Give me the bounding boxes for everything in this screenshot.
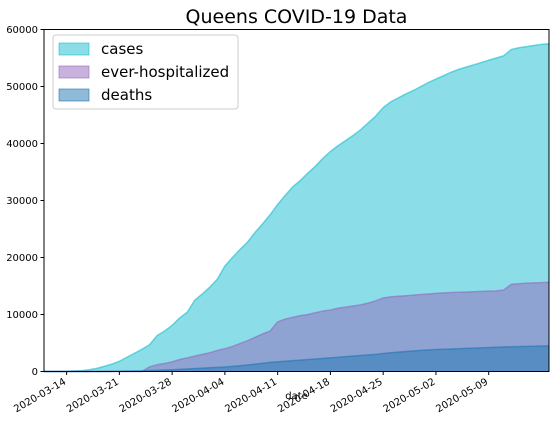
legend-label: ever-hospitalized: [101, 63, 229, 81]
line-deaths: [44, 345, 550, 373]
x-tick-label: 2020-04-04: [171, 377, 227, 416]
area-deaths: [44, 345, 549, 372]
y-tick-label: 30000: [6, 196, 38, 207]
y-axis: 0 10000 20000 30000 40000 50000 60000: [6, 25, 44, 378]
legend-swatch: [58, 42, 90, 56]
x-tick-label: 2020-03-14: [12, 377, 68, 416]
y-tick-label: 60000: [6, 25, 38, 36]
line-cases: [43, 43, 550, 373]
y-tick-label: 50000: [6, 82, 38, 93]
chart-title: Queens COVID-19 Data: [186, 6, 408, 28]
x-axis-title: date: [285, 391, 308, 402]
legend-swatch: [58, 88, 90, 102]
plot-areas: [44, 43, 549, 372]
x-tick-label: 2020-05-09: [434, 377, 490, 416]
x-tick-label: 2020-03-28: [118, 377, 174, 416]
x-axis: 2020-03-142020-03-212020-03-282020-04-04…: [12, 371, 490, 416]
y-tick-label: 0: [32, 367, 38, 378]
y-tick-label: 10000: [6, 310, 38, 321]
legend-label: deaths: [101, 86, 152, 104]
x-tick-label: 2020-04-25: [329, 377, 385, 416]
x-tick-label: 2020-05-02: [382, 377, 438, 416]
x-tick-label: 2020-03-21: [65, 377, 121, 416]
area-cases: [44, 43, 549, 372]
x-tick-label: 2020-04-11: [223, 377, 279, 416]
legend-box: [52, 34, 239, 110]
y-tick-label: 40000: [6, 139, 38, 150]
plot-lines: [43, 43, 550, 373]
line-ever-hospitalized: [44, 281, 550, 373]
legend-swatch: [58, 65, 90, 79]
y-tick-label: 20000: [6, 253, 38, 264]
legend-label: cases: [101, 40, 143, 58]
area-ever-hospitalized: [44, 282, 549, 372]
legend: cases ever-hospitalized deaths: [52, 34, 239, 110]
